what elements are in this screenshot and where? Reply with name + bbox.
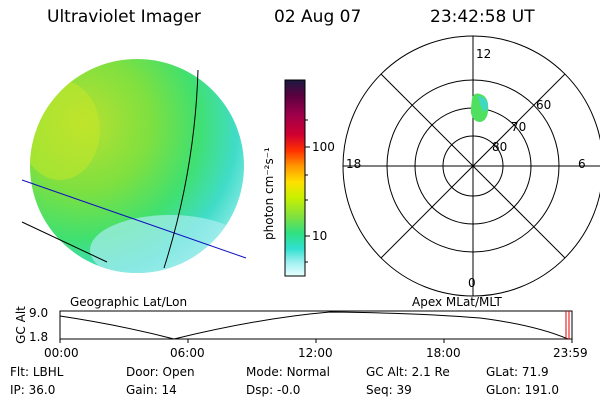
altitude-xtick-3: 18:00	[426, 346, 461, 360]
blue-grid-line	[21, 179, 247, 259]
apex-label: Apex MLat/MLT	[412, 295, 502, 309]
info-mode: Mode: Normal	[246, 365, 330, 379]
info-gain: Gain: 14	[126, 383, 177, 397]
lat-label-80: 80	[492, 140, 508, 154]
mlt-label-bottom: 0	[468, 276, 476, 290]
info-glat: GLat: 71.9	[486, 365, 549, 379]
info-gc-alt: GC Alt: 2.1 Re	[366, 365, 450, 379]
altitude-plot	[59, 310, 573, 343]
colorbar	[284, 79, 310, 277]
altitude-ytick-max: 9.0	[29, 306, 49, 320]
info-dsp: Dsp: -0.0	[246, 383, 301, 397]
date-label: 02 Aug 07	[274, 7, 362, 27]
uv-image-disk	[21, 59, 247, 273]
aurora-blob	[470, 93, 489, 122]
mlt-label-right: 6	[578, 157, 586, 171]
lat-label-60: 60	[536, 98, 552, 112]
lon-grid-line	[163, 69, 199, 269]
colorbar-unit-label: photon cm⁻²s⁻¹	[262, 147, 276, 240]
instrument-title: Ultraviolet Imager	[47, 7, 201, 27]
geographic-label: Geographic Lat/Lon	[70, 295, 188, 309]
altitude-ylabel: GC Alt	[14, 306, 28, 344]
info-ip: IP: 36.0	[10, 383, 56, 397]
polar-plot	[342, 35, 600, 297]
mlt-label-top: 12	[476, 47, 492, 61]
info-flt: Flt: LBHL	[10, 365, 64, 379]
altitude-xtick-4: 23:59	[553, 346, 588, 360]
info-seq: Seq: 39	[366, 383, 412, 397]
altitude-xtick-1: 06:00	[170, 346, 205, 360]
colorbar-tick-10: 10	[312, 229, 328, 243]
altitude-xtick-2: 12:00	[298, 346, 333, 360]
info-door: Door: Open	[126, 365, 195, 379]
altitude-ytick-min: 1.8	[29, 330, 49, 344]
mlt-label-left: 18	[346, 157, 362, 171]
info-glon: GLon: 191.0	[486, 383, 559, 397]
time-label: 23:42:58 UT	[430, 7, 535, 27]
altitude-curve	[59, 311, 569, 340]
colorbar-tick-100: 100	[312, 140, 335, 154]
lat-label-70: 70	[511, 120, 527, 134]
lat-grid-line	[21, 221, 108, 263]
altitude-xtick-0: 00:00	[44, 346, 79, 360]
